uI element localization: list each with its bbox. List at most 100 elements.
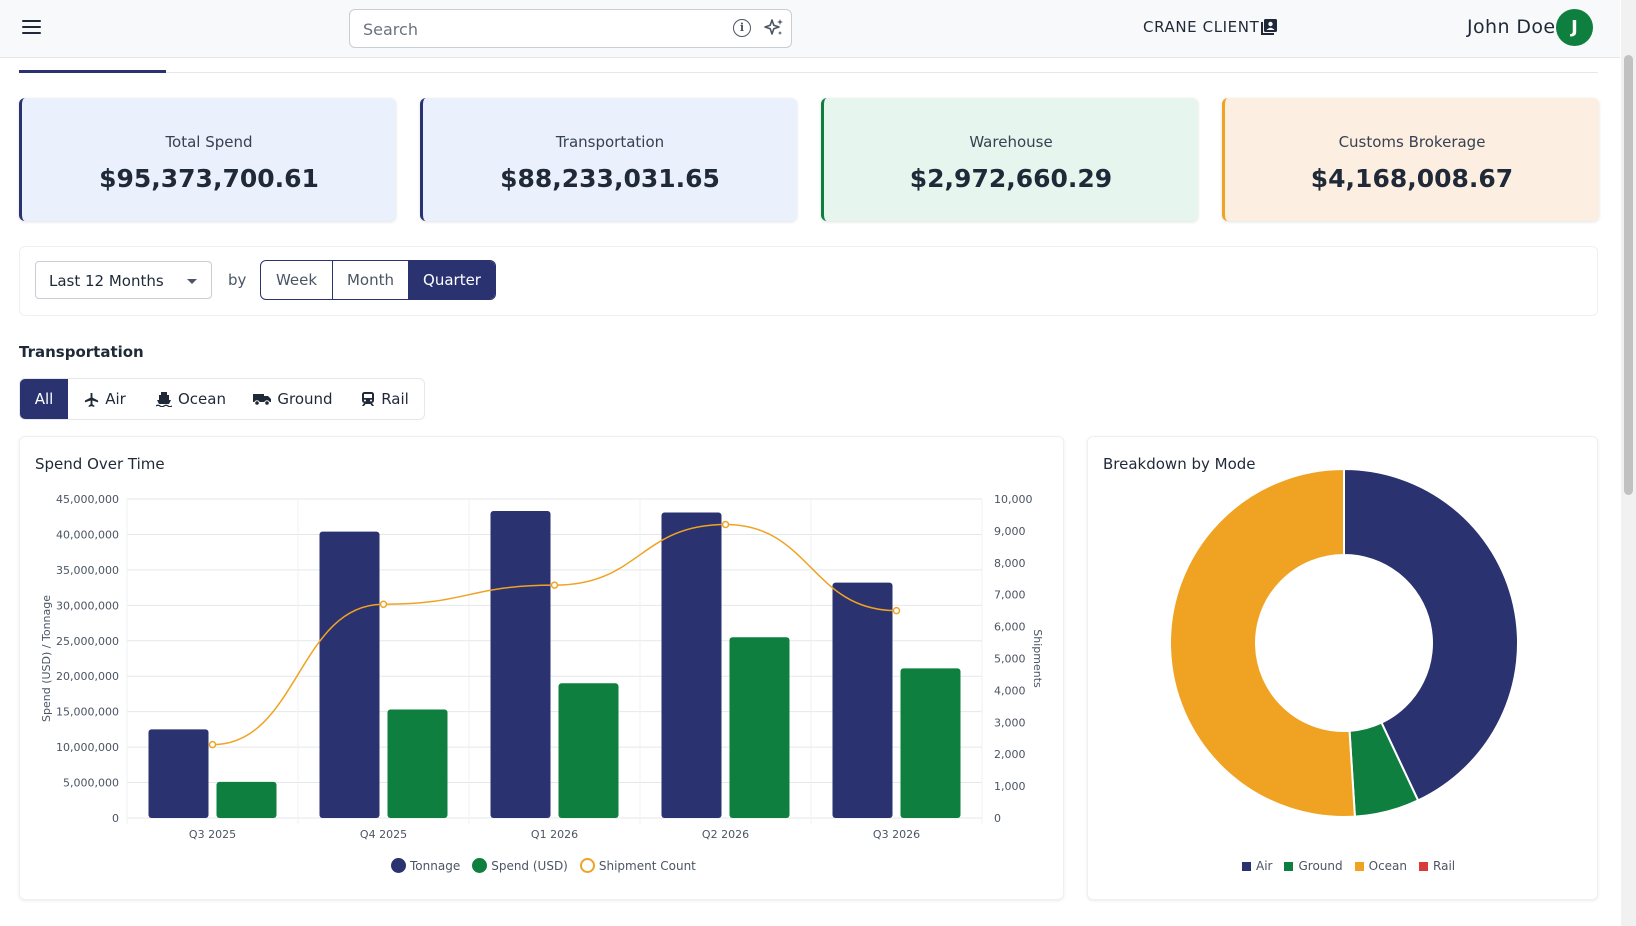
granularity-quarter-button[interactable]: Quarter bbox=[409, 261, 495, 299]
page-scrollbar[interactable] bbox=[1621, 0, 1636, 926]
spend-over-time-chart: 45,000,000 40,000,000 35,000,000 30,000,000… bbox=[40, 493, 1044, 841]
legend-swatch bbox=[391, 858, 406, 873]
active-tab-indicator bbox=[19, 70, 166, 73]
transportation-title: Transportation bbox=[19, 343, 144, 361]
legend-item-tonnage[interactable]: Tonnage bbox=[391, 858, 460, 873]
legend-label: Shipment Count bbox=[598, 858, 696, 873]
x-tick-label: Q3 2025 bbox=[189, 828, 236, 841]
bar-tonnage bbox=[490, 511, 551, 818]
kpi-card-total-spend[interactable]: Total Spend $95,373,700.61 bbox=[19, 98, 396, 221]
legend-swatch bbox=[1284, 861, 1294, 871]
x-tick-label: Q2 2026 bbox=[702, 828, 749, 841]
y2-tick-label: 3,000 bbox=[994, 716, 1026, 729]
mode-tab-all[interactable]: All bbox=[20, 379, 68, 419]
scrollbar-thumb[interactable] bbox=[1624, 55, 1633, 495]
legend-swatch bbox=[579, 858, 595, 873]
date-range-select[interactable]: Last 12 Months bbox=[35, 261, 212, 299]
legend-swatch bbox=[1242, 861, 1251, 871]
bar-spend-usd bbox=[558, 683, 619, 818]
x-tick-label: Q4 2025 bbox=[360, 828, 407, 841]
y2-tick-label: 2,000 bbox=[994, 748, 1026, 761]
point-shipment-count bbox=[208, 740, 217, 749]
user-name[interactable]: John Doe bbox=[1467, 16, 1556, 38]
mode-tab-ocean[interactable]: Ocean bbox=[142, 379, 240, 419]
legend-label: Ground bbox=[1298, 859, 1343, 873]
spend-over-time-panel: Spend Over Time 45,000,000 40,000,000 35,0… bbox=[19, 436, 1064, 900]
legend-label: Air bbox=[1256, 859, 1273, 873]
mode-tab-label: All bbox=[34, 390, 54, 408]
ship-icon bbox=[156, 392, 172, 407]
y-tick-label: 20,000,000 bbox=[56, 670, 119, 683]
y-tick-label: 5,000,000 bbox=[63, 777, 119, 790]
kpi-card-label: Transportation bbox=[555, 133, 665, 151]
y2-tick-label: 6,000 bbox=[994, 621, 1026, 634]
legend-item-spend[interactable]: Spend (USD) bbox=[472, 858, 568, 873]
top-header: i CRANE CLIENT John Doe J bbox=[0, 0, 1620, 58]
legend-label: Tonnage bbox=[410, 858, 461, 873]
sparkle-icon[interactable] bbox=[763, 17, 785, 39]
contact-card-icon[interactable] bbox=[1260, 18, 1278, 36]
mode-tab-rail[interactable]: Rail bbox=[346, 379, 424, 419]
point-shipment-count bbox=[892, 606, 901, 615]
y2-tick-label: 7,000 bbox=[994, 589, 1026, 602]
legend-item-air[interactable]: Air bbox=[1242, 859, 1272, 873]
bar-spend-usd bbox=[729, 637, 790, 818]
legend-swatch bbox=[1419, 861, 1429, 871]
breakdown-by-mode-chart bbox=[1169, 467, 1520, 818]
legend-item-shipment-count[interactable]: Shipment Count bbox=[579, 858, 696, 873]
mode-tab-air[interactable]: Air bbox=[68, 379, 142, 419]
train-icon bbox=[362, 392, 375, 406]
legend-label: Spend (USD) bbox=[491, 858, 568, 873]
search-box[interactable] bbox=[349, 9, 792, 48]
menu-icon[interactable] bbox=[20, 16, 44, 40]
date-range-value: Last 12 Months bbox=[49, 272, 164, 290]
granularity-week-button[interactable]: Week bbox=[261, 261, 333, 299]
y-tick-label: 0 bbox=[112, 812, 119, 825]
point-shipment-count bbox=[550, 581, 559, 589]
mode-tabs: All Air Ocean Ground Rail bbox=[19, 378, 425, 420]
legend-swatch bbox=[1354, 861, 1364, 871]
y-tick-label: 25,000,000 bbox=[56, 635, 119, 648]
slice-air bbox=[1343, 467, 1520, 802]
y2-tick-label: 5,000 bbox=[994, 653, 1026, 666]
client-name[interactable]: CRANE CLIENT bbox=[1143, 18, 1260, 36]
granularity-month-button[interactable]: Month bbox=[333, 261, 409, 299]
kpi-card-value: $88,233,031.65 bbox=[500, 164, 720, 193]
y-tick-label: 15,000,000 bbox=[56, 706, 119, 719]
bar-spend-usd bbox=[216, 781, 277, 818]
y-axis-title: Spend (USD) / Tonnage bbox=[40, 595, 53, 722]
point-shipment-count bbox=[721, 520, 730, 529]
spend-chart-title: Spend Over Time bbox=[35, 455, 165, 473]
breakdown-chart-legend: Air Ground Ocean Rail bbox=[1242, 859, 1467, 873]
kpi-card-warehouse[interactable]: Warehouse $2,972,660.29 bbox=[821, 98, 1198, 221]
kpi-card-label: Customs Brokerage bbox=[1338, 133, 1486, 151]
slice-ocean bbox=[1169, 467, 1356, 818]
kpi-card-value: $4,168,008.67 bbox=[1310, 164, 1514, 193]
legend-item-rail[interactable]: Rail bbox=[1419, 859, 1455, 873]
plane-icon bbox=[85, 392, 99, 407]
kpi-card-value: $2,972,660.29 bbox=[909, 164, 1113, 193]
mode-tab-ground[interactable]: Ground bbox=[240, 379, 346, 419]
spend-chart-legend: Tonnage Spend (USD) Shipment Count bbox=[391, 858, 708, 873]
caret-down-icon bbox=[187, 279, 197, 284]
kpi-card-transportation[interactable]: Transportation $88,233,031.65 bbox=[420, 98, 797, 221]
legend-item-ocean[interactable]: Ocean bbox=[1354, 859, 1407, 873]
legend-label: Rail bbox=[1433, 859, 1456, 873]
kpi-card-customs-brokerage[interactable]: Customs Brokerage $4,168,008.67 bbox=[1222, 98, 1599, 221]
truck-icon bbox=[253, 394, 272, 406]
legend-item-ground[interactable]: Ground bbox=[1284, 859, 1343, 873]
mode-tab-label: Rail bbox=[381, 390, 409, 408]
y-tick-label: 30,000,000 bbox=[56, 599, 119, 612]
kpi-card-value: $95,373,700.61 bbox=[99, 164, 319, 193]
tab-divider bbox=[19, 72, 1598, 73]
avatar[interactable]: J bbox=[1556, 9, 1593, 46]
kpi-card-label: Total Spend bbox=[165, 133, 253, 151]
info-icon[interactable]: i bbox=[733, 19, 751, 37]
granularity-toggle: Week Month Quarter bbox=[260, 260, 496, 300]
search-input[interactable] bbox=[363, 18, 703, 40]
breakdown-by-mode-panel: Breakdown by Mode Air Ground Ocean Rail bbox=[1087, 436, 1598, 900]
by-label: by bbox=[228, 271, 247, 289]
mode-tab-label: Ocean bbox=[178, 390, 226, 408]
legend-swatch bbox=[472, 858, 488, 873]
bar-tonnage bbox=[661, 512, 722, 818]
